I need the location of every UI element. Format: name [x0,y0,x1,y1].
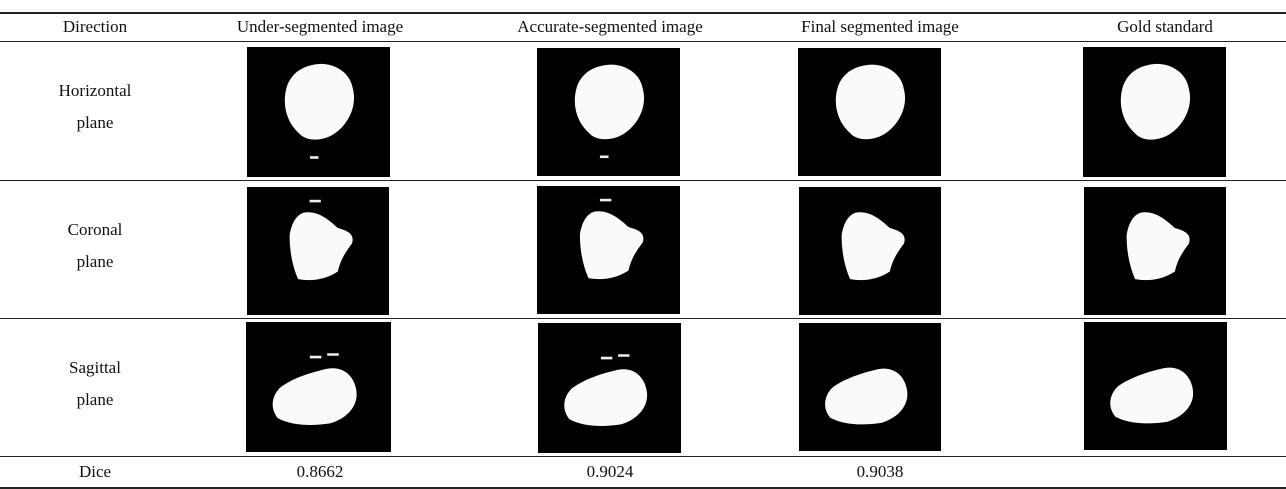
rule [0,318,1286,319]
dice-value: 0.9038 [730,457,1030,487]
segmentation-image [1083,47,1226,177]
segmentation-image [246,322,391,452]
segmentation-image [798,48,941,176]
row-label: Horizontal [0,76,245,106]
table-page: DirectionUnder-segmented imageAccurate-s… [0,0,1286,489]
column-header: Final segmented image [730,12,1030,42]
column-header: Accurate-segmented image [460,12,760,42]
segmentation-image [247,187,389,315]
segmentation-image [247,47,390,177]
row-label: plane [0,108,245,138]
rule [0,180,1286,181]
row-label: Coronal [0,215,245,245]
segmentation-image [1084,322,1227,450]
segmentation-image [537,48,680,176]
row-label: plane [0,385,245,415]
rule [0,487,1286,489]
segmentation-image [799,187,941,315]
segmentation-image [537,186,680,314]
row-label: plane [0,247,245,277]
segmentation-image [1084,187,1226,315]
segmentation-image [799,323,941,451]
column-header: Gold standard [1015,12,1286,42]
segmentation-image [538,323,681,453]
column-header: Under-segmented image [170,12,470,42]
dice-value: 0.8662 [170,457,470,487]
row-label: Sagittal [0,353,245,383]
dice-value: 0.9024 [460,457,760,487]
